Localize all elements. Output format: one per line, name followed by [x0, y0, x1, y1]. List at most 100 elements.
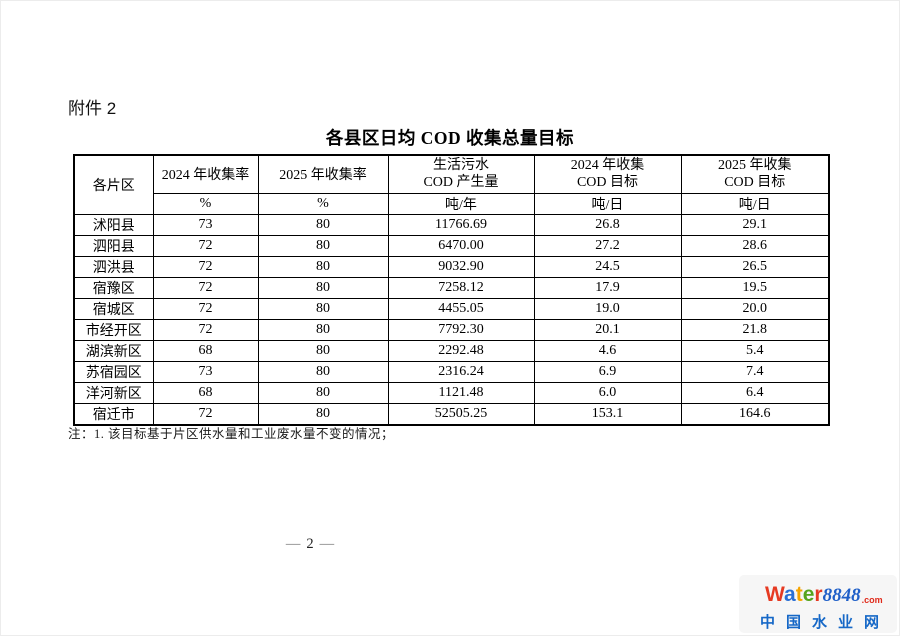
- target-2024-cell: 153.1: [533, 402, 682, 425]
- district-cell: 宿豫区: [73, 276, 154, 299]
- table-row: 宿城区 72 80 4455.05 19.0 20.0: [73, 297, 830, 320]
- target-2025-cell: 21.8: [680, 318, 830, 341]
- table-row: 泗洪县 72 80 9032.90 24.5 26.5: [73, 255, 830, 278]
- rate-2024-cell: 68: [152, 381, 259, 404]
- production-cell: 1121.48: [387, 381, 535, 404]
- footnote: 注：1. 该目标基于片区供水量和工业废水量不变的情况；: [68, 427, 395, 441]
- brand-letter: W: [765, 583, 785, 606]
- rate-2024-cell: 72: [152, 297, 259, 320]
- page-number: — 2 —: [0, 536, 620, 553]
- rate-2024-cell: 72: [152, 402, 259, 425]
- page-title: 各县区日均 COD 收集总量目标: [325, 128, 575, 148]
- table-row: 宿豫区 72 80 7258.12 17.9 19.5: [73, 276, 830, 299]
- rate-2025-cell: 80: [257, 276, 389, 299]
- target-2024-cell: 27.2: [533, 234, 682, 257]
- brand-letter: e: [802, 583, 815, 606]
- district-cell: 市经开区: [73, 318, 154, 341]
- col-header-target-2025: 2025 年收集 COD 目标: [680, 154, 830, 194]
- production-cell: 7792.30: [387, 318, 535, 341]
- page-number-dash-left: —: [285, 536, 301, 552]
- rate-2025-cell: 80: [257, 297, 389, 320]
- page-number-value: 2: [306, 536, 314, 552]
- production-cell: 9032.90: [387, 255, 535, 278]
- rate-2024-cell: 72: [152, 318, 259, 341]
- target-2024-cell: 19.0: [533, 297, 682, 320]
- rate-2025-cell: 80: [257, 360, 389, 383]
- cod-targets-table: 各片区 2024 年收集率 2025 年收集率 生活污水 COD 产生量 202…: [73, 154, 830, 426]
- rate-2024-cell: 73: [152, 213, 259, 236]
- target-2025-cell: 28.6: [680, 234, 830, 257]
- target-2025-cell: 7.4: [680, 360, 830, 383]
- target-2025-cell: 19.5: [680, 276, 830, 299]
- target-2024-cell: 17.9: [533, 276, 682, 299]
- col-header-district: 各片区: [73, 154, 154, 215]
- table-row: 苏宿园区 73 80 2316.24 6.9 7.4: [73, 360, 830, 383]
- target-2024-cell: 26.8: [533, 213, 682, 236]
- production-cell: 6470.00: [387, 234, 535, 257]
- district-cell: 洋河新区: [73, 381, 154, 404]
- district-cell: 宿城区: [73, 297, 154, 320]
- target-2025-cell: 6.4: [680, 381, 830, 404]
- rate-2025-cell: 80: [257, 234, 389, 257]
- brand-letter: t: [795, 583, 803, 606]
- target-2025-cell: 26.5: [680, 255, 830, 278]
- unit-cell: 吨/年: [387, 192, 535, 215]
- production-cell: 52505.25: [387, 402, 535, 425]
- table-row: 泗阳县 72 80 6470.00 27.2 28.6: [73, 234, 830, 257]
- col-header-production: 生活污水 COD 产生量: [387, 154, 535, 194]
- target-2024-cell: 4.6: [533, 339, 682, 362]
- brand-letter: a: [784, 583, 796, 606]
- district-cell: 泗洪县: [73, 255, 154, 278]
- rate-2024-cell: 68: [152, 339, 259, 362]
- table-row: 洋河新区 68 80 1121.48 6.0 6.4: [73, 381, 830, 404]
- production-cell: 4455.05: [387, 297, 535, 320]
- target-2025-cell: 29.1: [680, 213, 830, 236]
- district-cell: 苏宿园区: [73, 360, 154, 383]
- rate-2025-cell: 80: [257, 339, 389, 362]
- district-cell: 沭阳县: [73, 213, 154, 236]
- target-2025-cell: 5.4: [680, 339, 830, 362]
- page-number-dash-right: —: [319, 536, 335, 552]
- district-cell: 泗阳县: [73, 234, 154, 257]
- col-header-rate-2024: 2024 年收集率: [152, 154, 259, 194]
- brand-tld: .com: [861, 595, 883, 605]
- production-cell: 2316.24: [387, 360, 535, 383]
- table-row-total: 宿迁市 72 80 52505.25 153.1 164.6: [73, 402, 830, 425]
- target-2024-cell: 6.0: [533, 381, 682, 404]
- rate-2025-cell: 80: [257, 213, 389, 236]
- table-row: 沭阳县 73 80 11766.69 26.8 29.1: [73, 213, 830, 236]
- watermark-site-name: 中国水业网: [760, 614, 891, 631]
- rate-2025-cell: 80: [257, 402, 389, 425]
- target-2025-cell: 164.6: [680, 402, 830, 425]
- district-cell: 湖滨新区: [73, 339, 154, 362]
- target-2024-cell: 6.9: [533, 360, 682, 383]
- unit-cell: %: [257, 192, 389, 215]
- rate-2024-cell: 73: [152, 360, 259, 383]
- rate-2024-cell: 72: [152, 234, 259, 257]
- table-row: 市经开区 72 80 7792.30 20.1 21.8: [73, 318, 830, 341]
- production-cell: 2292.48: [387, 339, 535, 362]
- col-header-target-2024: 2024 年收集 COD 目标: [533, 154, 682, 194]
- unit-cell: 吨/日: [533, 192, 682, 215]
- brand-number: 8848: [822, 585, 861, 606]
- unit-cell: 吨/日: [680, 192, 830, 215]
- rate-2025-cell: 80: [257, 318, 389, 341]
- table-header-row: 各片区 2024 年收集率 2025 年收集率 生活污水 COD 产生量 202…: [73, 154, 830, 215]
- unit-cell: %: [152, 192, 259, 215]
- rate-2025-cell: 80: [257, 255, 389, 278]
- target-2025-cell: 20.0: [680, 297, 830, 320]
- production-cell: 11766.69: [387, 213, 535, 236]
- target-2024-cell: 24.5: [533, 255, 682, 278]
- rate-2025-cell: 80: [257, 381, 389, 404]
- district-cell: 宿迁市: [73, 402, 154, 425]
- rate-2024-cell: 72: [152, 276, 259, 299]
- brand-letter: r: [814, 583, 823, 606]
- table-units-row: % % 吨/年 吨/日 吨/日: [74, 192, 830, 215]
- target-2024-cell: 20.1: [533, 318, 682, 341]
- watermark-brand-line: Water8848.com: [765, 584, 897, 609]
- water8848-watermark-logo: Water8848.com 中国水业网: [739, 575, 897, 633]
- table-row: 湖滨新区 68 80 2292.48 4.6 5.4: [73, 339, 830, 362]
- attachment-label: 附件 2: [68, 99, 117, 118]
- rate-2024-cell: 72: [152, 255, 259, 278]
